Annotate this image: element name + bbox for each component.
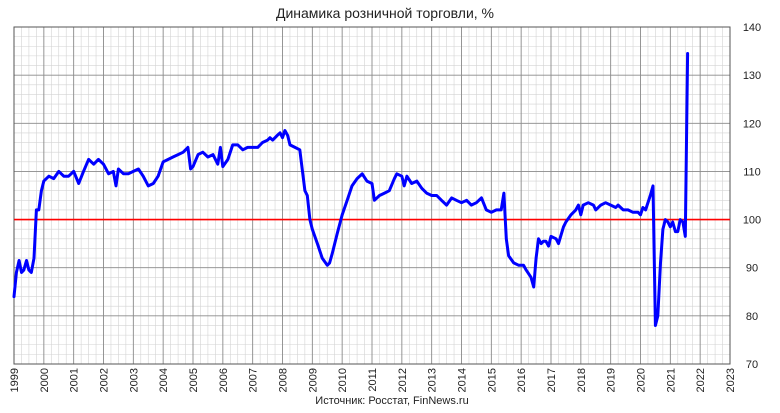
y-tick-label: 90: [746, 263, 758, 275]
y-tick-label: 140: [743, 22, 761, 34]
y-tick-label: 70: [746, 359, 758, 371]
x-tick-label: 2023: [725, 368, 737, 392]
chart-title: Динамика розничной торговли, %: [276, 5, 494, 21]
x-tick-label: 2017: [546, 368, 558, 392]
y-tick-label: 130: [743, 70, 761, 82]
x-tick-label: 2011: [367, 368, 379, 392]
y-axis-tick-labels: 70 80 90 100 110 120 130 140: [743, 22, 761, 371]
x-tick-label: 2006: [218, 368, 230, 392]
x-tick-label: 2008: [278, 368, 290, 392]
x-tick-label: 2016: [516, 368, 528, 392]
x-tick-label: 2001: [69, 368, 81, 392]
x-tick-label: 2003: [128, 368, 140, 392]
y-tick-label: 100: [743, 215, 761, 227]
x-tick-label: 2013: [427, 368, 439, 392]
x-tick-label: 2010: [337, 368, 349, 392]
x-tick-label: 2012: [397, 368, 409, 392]
x-tick-label: 2019: [606, 368, 618, 392]
x-tick-label: 2005: [188, 368, 200, 392]
y-tick-label: 80: [746, 311, 758, 323]
x-tick-label: 2000: [39, 368, 51, 392]
x-tick-label: 2007: [248, 368, 260, 392]
x-tick-label: 2002: [99, 368, 111, 392]
x-tick-label: 2022: [695, 368, 707, 392]
x-tick-label: 2018: [576, 368, 588, 392]
x-tick-label: 1999: [9, 368, 21, 392]
x-axis-tick-labels: 1999 2000 2001 2002 2003 2004 2005 2006 2007 2008…: [9, 368, 737, 392]
plot-border: [13, 26, 731, 365]
x-tick-label: 2004: [158, 368, 170, 392]
x-tick-label: 2009: [307, 368, 319, 392]
chart-source: Источник: Росстат, FinNews.ru: [315, 395, 468, 407]
y-tick-label: 110: [743, 166, 761, 178]
x-tick-label: 2020: [636, 368, 648, 392]
x-tick-label: 2014: [457, 368, 469, 392]
x-tick-label: 2015: [486, 368, 498, 392]
y-tick-label: 120: [743, 118, 761, 130]
series-line: [12, 52, 690, 327]
x-tick-label: 2021: [665, 368, 677, 392]
